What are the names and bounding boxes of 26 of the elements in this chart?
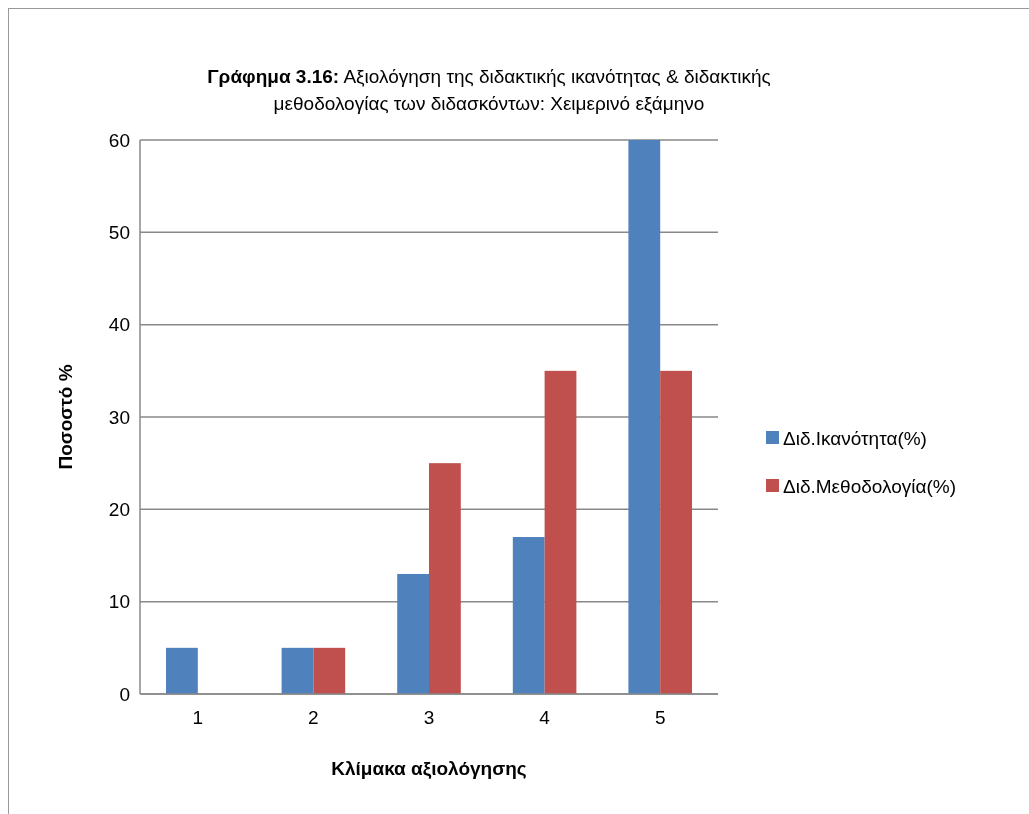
bar: [166, 647, 198, 694]
bar: [512, 537, 545, 694]
y-tick-label: 50: [108, 221, 130, 243]
legend-label: Διδ.Μεθοδολογία(%): [783, 475, 957, 497]
legend-label: Διδ.Ικανότητα(%): [783, 427, 927, 449]
x-tick-label: 1: [192, 707, 204, 728]
y-tick-label: 30: [108, 406, 130, 428]
x-axis-title: Κλίμακα αξιολόγησης: [331, 758, 527, 780]
x-tick-label: 2: [308, 707, 319, 728]
y-tick-label: 20: [108, 498, 130, 520]
y-tick-label: 0: [119, 683, 130, 705]
bar: [313, 647, 346, 694]
bar: [628, 140, 661, 694]
x-tick-label: 4: [539, 707, 551, 728]
bar: [397, 573, 429, 694]
bar: [544, 370, 577, 694]
x-tick-label: 3: [423, 707, 435, 728]
y-axis-title: Ποσοστό %: [55, 364, 76, 470]
y-tick-label: 40: [108, 314, 130, 336]
x-tick-label: 5: [654, 707, 666, 728]
y-tick-label: 60: [108, 129, 130, 151]
bar: [281, 647, 314, 694]
chart-title: Γράφημα 3.16: Αξιολόγηση της διδακτικής ικανότητας & διδακτικής μεθοδολογίας των διδασκόντων: Χειμερινό εξάμηνο: [207, 66, 771, 114]
y-tick-label: 10: [108, 591, 130, 613]
bar: [660, 370, 692, 694]
bar: [429, 463, 461, 694]
